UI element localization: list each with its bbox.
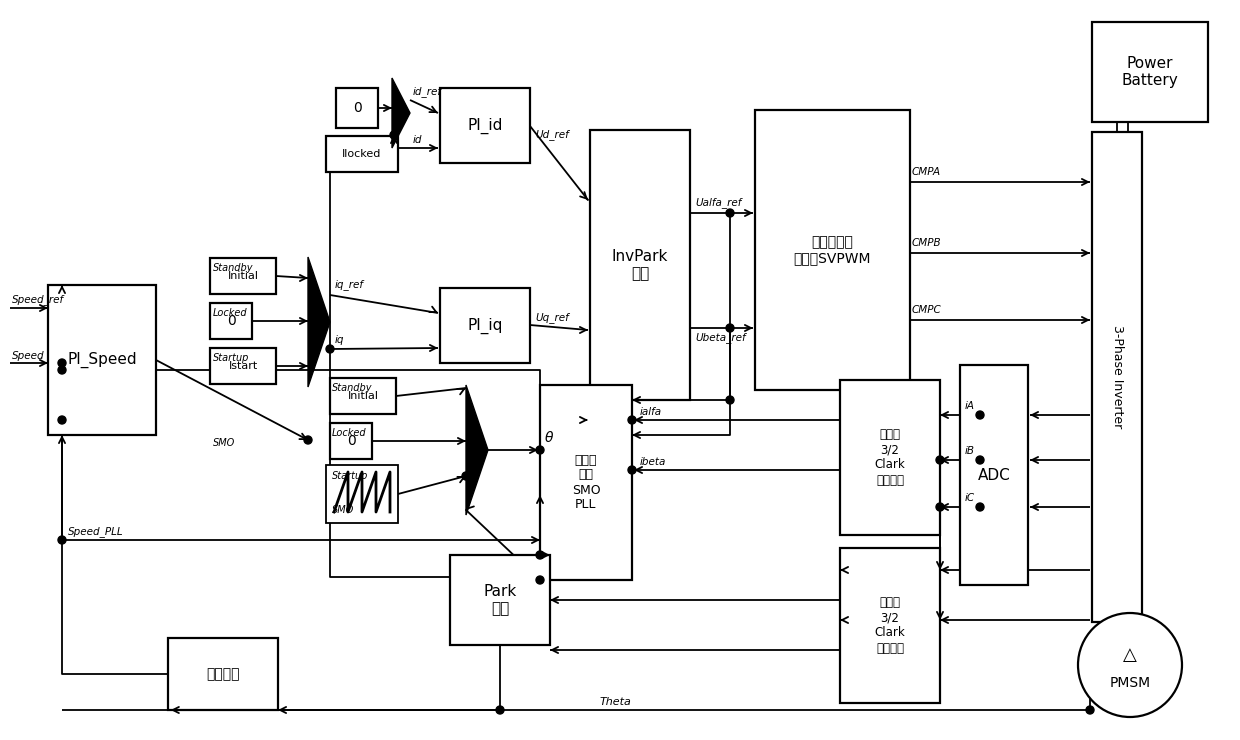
Bar [450,555,551,645]
Text: 三角型接法
改进型SVPWM: 三角型接法 改进型SVPWM [794,235,872,265]
Text: CMPB: CMPB [911,238,941,248]
Circle shape [326,345,334,353]
Circle shape [976,411,985,419]
Text: Ilocked: Ilocked [342,149,382,159]
Text: PMSM: PMSM [1110,676,1151,690]
Text: iB: iB [965,446,975,456]
Bar [326,136,398,172]
Polygon shape [466,385,489,515]
Polygon shape [392,78,410,148]
Text: CMPC: CMPC [911,305,941,315]
Circle shape [536,551,544,559]
Circle shape [627,416,636,424]
Bar [48,285,156,435]
Text: Theta: Theta [600,697,632,707]
Circle shape [936,456,944,464]
Text: PI_iq: PI_iq [467,317,502,334]
Text: InvPark
变换: InvPark 变换 [611,249,668,281]
Text: SMO: SMO [332,505,355,515]
Text: 线电流
3/2
Clark
三阶矩阵: 线电流 3/2 Clark 三阶矩阵 [874,596,905,654]
Circle shape [463,472,470,480]
Text: 转速计算: 转速计算 [206,667,239,681]
Bar [210,348,277,384]
Bar [755,110,910,390]
Text: iA: iA [965,401,975,411]
Bar [590,130,689,400]
Text: 改进型
二阶
SMO
PLL: 改进型 二阶 SMO PLL [572,454,600,511]
Bar [326,465,398,523]
Bar [1092,132,1142,622]
Text: Ud_ref: Ud_ref [534,130,569,141]
Bar [440,288,529,363]
Text: Ubeta_ref: Ubeta_ref [694,332,745,343]
Bar [960,365,1028,585]
Text: ibeta: ibeta [640,457,666,467]
Text: Speed: Speed [12,351,45,361]
Circle shape [536,576,544,584]
Bar [1092,22,1208,122]
Circle shape [627,466,636,474]
Circle shape [58,536,66,544]
Text: iq: iq [335,335,345,345]
Text: Speed_ref: Speed_ref [12,295,64,306]
Text: Uq_ref: Uq_ref [534,312,569,323]
Bar [336,88,378,128]
Text: Standby: Standby [332,383,372,393]
Text: Park
变换: Park 变换 [484,584,517,616]
Text: PI_id: PI_id [467,118,502,134]
Text: Initial: Initial [227,271,258,281]
Text: Speed_PLL: Speed_PLL [68,527,124,537]
Bar [210,258,277,294]
Circle shape [58,366,66,374]
Circle shape [58,359,66,367]
Circle shape [1078,613,1182,717]
Text: Istart: Istart [228,361,258,371]
Circle shape [725,396,734,404]
Bar [839,548,940,703]
Circle shape [725,324,734,332]
Bar [330,423,372,459]
Circle shape [496,706,503,714]
Text: Ualfa_ref: Ualfa_ref [694,198,742,209]
Text: 0: 0 [352,101,361,115]
Text: PI_Speed: PI_Speed [67,352,136,368]
Bar [539,385,632,580]
Circle shape [536,446,544,454]
Text: Startup: Startup [332,471,368,481]
Text: iC: iC [965,493,975,503]
Text: Startup: Startup [213,353,249,363]
Text: id_ref: id_ref [413,87,441,98]
Text: 0: 0 [347,434,356,448]
Circle shape [391,131,398,139]
Circle shape [725,209,734,217]
Text: 线转相
3/2
Clark
三阶矩阵: 线转相 3/2 Clark 三阶矩阵 [874,428,905,486]
Text: SMO: SMO [213,438,236,448]
Polygon shape [308,257,330,387]
Circle shape [304,436,312,444]
Text: Initial: Initial [347,391,378,401]
Text: CMPA: CMPA [911,167,941,177]
Bar [167,638,278,710]
Text: ADC: ADC [977,468,1011,482]
Text: Locked: Locked [213,308,248,318]
Text: id: id [413,135,423,145]
Bar [839,380,940,535]
Bar [440,88,529,163]
Bar [330,378,396,414]
Text: Power
Battery: Power Battery [1122,56,1178,88]
Text: iq_ref: iq_ref [335,280,365,291]
Circle shape [976,456,985,464]
Circle shape [936,503,944,511]
Circle shape [1086,706,1094,714]
Circle shape [976,503,985,511]
Text: 3-Phase Inverter: 3-Phase Inverter [1111,326,1123,428]
Text: Standby: Standby [213,263,253,273]
Text: △: △ [1123,646,1137,664]
Text: θ: θ [546,431,553,445]
Text: ialfa: ialfa [640,407,662,417]
Bar [210,303,252,339]
Circle shape [58,416,66,424]
Text: Locked: Locked [332,428,367,438]
Text: 0: 0 [227,314,236,328]
